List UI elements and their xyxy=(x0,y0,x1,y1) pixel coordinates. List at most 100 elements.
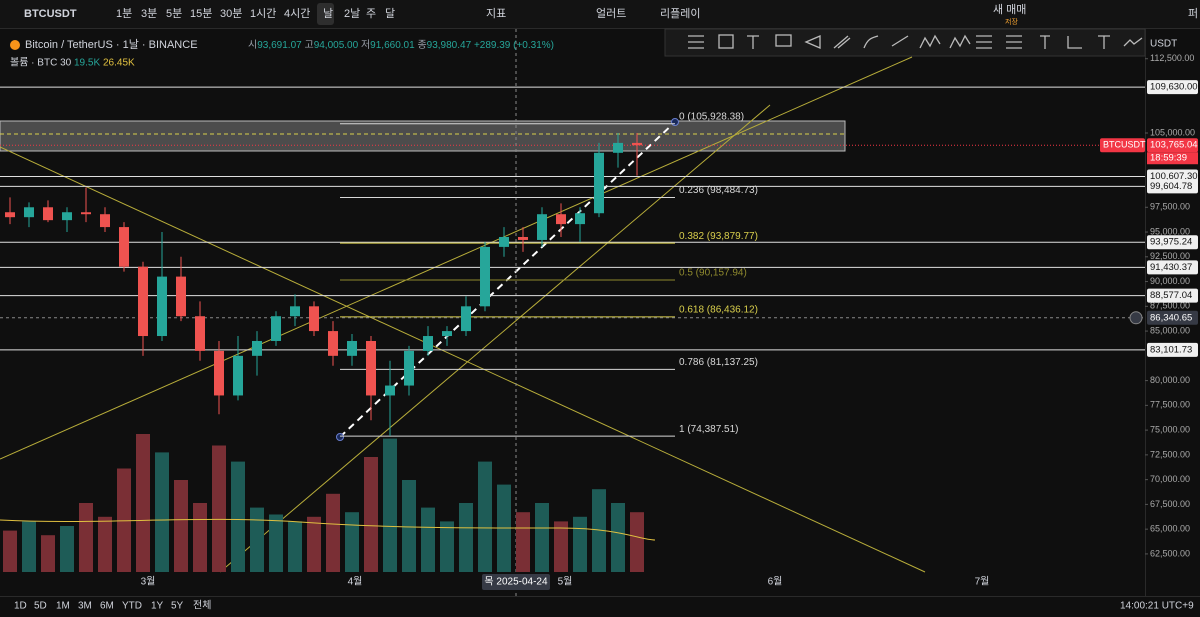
volume-bar xyxy=(3,530,17,572)
candle-body xyxy=(100,214,110,228)
hline-label: 88,577.04 xyxy=(1150,290,1192,301)
volume-bar xyxy=(250,507,264,572)
countdown-box xyxy=(1147,152,1198,165)
tool-icon xyxy=(863,35,879,49)
range-button[interactable]: 전체 xyxy=(193,600,211,612)
interval[interactable]: 주 xyxy=(366,8,376,20)
ohlc-value: 94,005.00 xyxy=(314,40,359,51)
crosshair-date: 목 2025-04-24 xyxy=(484,576,548,588)
tool-icon xyxy=(891,35,909,47)
crosshair-label-box xyxy=(1147,310,1198,325)
symbol-icon xyxy=(10,40,20,50)
interval[interactable]: 4시간 xyxy=(284,7,310,20)
price-tick-label: 80,000.00 xyxy=(1150,375,1190,385)
fib-label: 0.236 (98,484.73) xyxy=(679,185,758,196)
candle-body xyxy=(195,316,205,351)
interval[interactable]: 1시간 xyxy=(250,7,276,20)
fib-label: 0.786 (81,137.25) xyxy=(679,357,758,368)
volume-bar xyxy=(364,457,378,572)
price-tick-label: 90,000.00 xyxy=(1150,276,1190,286)
crosshair-plus xyxy=(1129,311,1143,325)
candle-body xyxy=(423,336,433,351)
candle-body xyxy=(290,306,300,317)
volume-bar xyxy=(592,489,606,572)
time-label: 5월 xyxy=(558,576,573,588)
top-toolbar xyxy=(0,0,1200,28)
price-tick-label: 62,500.00 xyxy=(1150,548,1190,558)
range-button[interactable]: 5D xyxy=(34,601,47,612)
volume-bar xyxy=(573,516,587,572)
range-button[interactable]: 1M xyxy=(56,601,70,612)
candle-body xyxy=(176,276,186,317)
last-price-label-box xyxy=(1147,138,1198,153)
toolbar-button[interactable]: 얼러트 xyxy=(596,6,626,20)
volume-bar xyxy=(212,445,226,572)
candle-body xyxy=(24,207,34,218)
range-button[interactable]: 5Y xyxy=(171,601,184,612)
candle-body xyxy=(62,212,72,221)
price-tick-label: 70,000.00 xyxy=(1150,474,1190,484)
interval[interactable]: 3분 xyxy=(141,8,157,20)
symbol: BTCUSDT xyxy=(24,8,77,20)
tool-icon xyxy=(949,34,971,49)
candle-body xyxy=(157,276,167,337)
hline-label-box xyxy=(1147,288,1198,303)
zone-box xyxy=(0,120,846,152)
range-button[interactable]: 1D xyxy=(14,601,27,612)
price-tick-label: 87,500.00 xyxy=(1150,301,1190,311)
tool-icon xyxy=(976,35,992,49)
candle-body xyxy=(537,214,547,240)
interval[interactable]: 2날 xyxy=(344,7,360,20)
ohlc-label: 고 xyxy=(304,40,313,51)
volume-bar xyxy=(421,507,435,572)
candle-body xyxy=(119,227,129,267)
time-label: 6월 xyxy=(768,576,783,588)
hline-label-box xyxy=(1147,80,1198,95)
range-button[interactable]: 6M xyxy=(100,601,114,612)
drawing-tools xyxy=(688,34,1143,49)
volume-bar xyxy=(630,512,644,572)
toolbar-button[interactable]: 리플레이 xyxy=(660,7,700,20)
tool-icon xyxy=(1040,35,1050,49)
price-tick-label: 95,000.00 xyxy=(1150,226,1190,236)
interval[interactable]: 날 xyxy=(323,7,333,20)
candle-body xyxy=(366,340,376,396)
interval-active xyxy=(317,3,334,25)
candle-body xyxy=(461,306,471,332)
range-button[interactable]: YTD xyxy=(122,601,142,612)
candle-body xyxy=(233,355,243,396)
ohlc-value: 93,691.07 xyxy=(257,40,302,51)
currency: USDT xyxy=(1150,39,1177,50)
interval[interactable]: 1분 xyxy=(116,8,132,20)
volume-bar xyxy=(269,514,283,572)
toolbar-button[interactable]: 지표 xyxy=(486,7,506,20)
trade-button[interactable]: 새 매매 xyxy=(993,3,1026,16)
interval[interactable]: 달 xyxy=(385,7,395,20)
volume-bar xyxy=(535,503,549,572)
volume-bar xyxy=(79,503,93,572)
range-button[interactable]: 1Y xyxy=(151,601,164,612)
range-button[interactable]: 3M xyxy=(78,601,92,612)
candle-body xyxy=(613,142,623,153)
drawing-toolbar xyxy=(664,28,1146,57)
tool-icon xyxy=(718,34,734,49)
price-tick-label: 112,500.00 xyxy=(1150,53,1194,63)
trendline xyxy=(0,56,913,460)
volume-value: 19.5K xyxy=(74,58,100,69)
interval[interactable]: 15분 xyxy=(190,8,212,20)
volume-bar xyxy=(459,503,473,572)
volume-bar xyxy=(41,535,55,572)
volume-bar xyxy=(231,461,245,572)
candle-body xyxy=(347,340,357,356)
candle-body xyxy=(271,316,281,341)
price-tick-label: 105,000.00 xyxy=(1150,127,1195,137)
candle-body xyxy=(575,213,585,225)
price-tick-label: 92,500.00 xyxy=(1150,251,1190,261)
tool-icon xyxy=(919,34,941,49)
candle-body xyxy=(81,212,91,215)
volume-bar xyxy=(326,493,340,572)
interval[interactable]: 5분 xyxy=(166,8,182,20)
interval[interactable]: 30분 xyxy=(220,8,242,20)
ohlc-label: 시 xyxy=(248,39,257,51)
